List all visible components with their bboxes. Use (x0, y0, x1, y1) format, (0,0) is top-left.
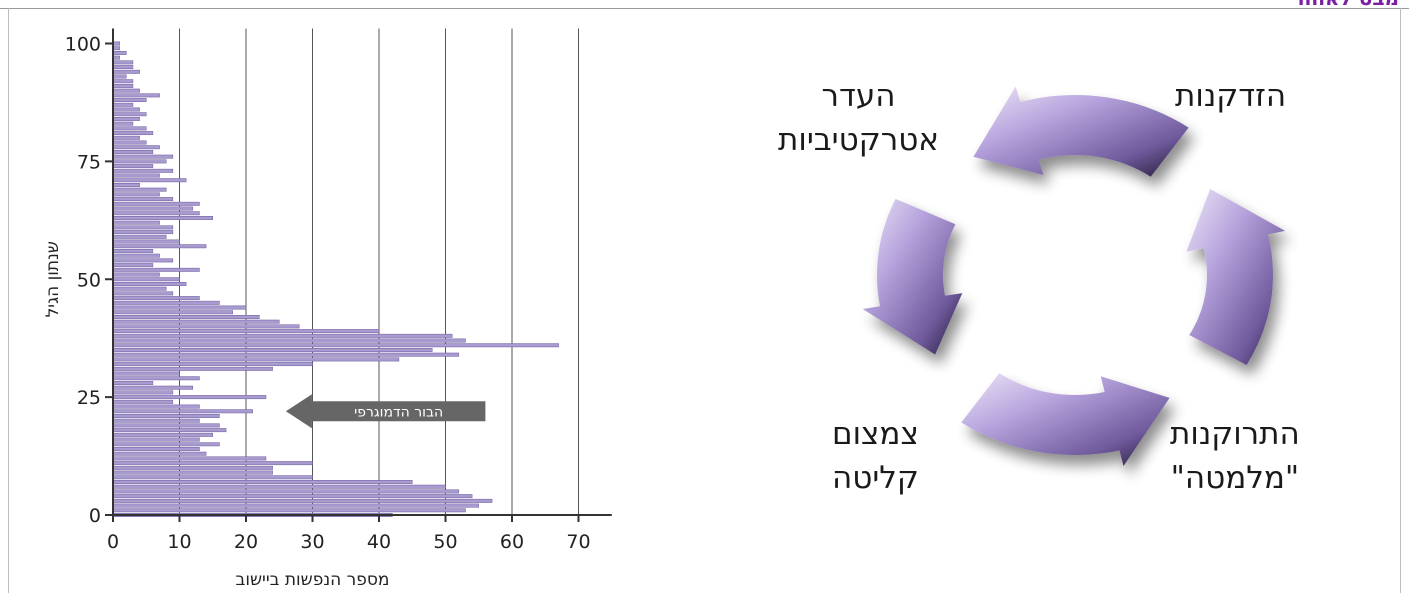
label-reduced-line-1: צמצום (832, 416, 919, 452)
left-border (8, 8, 9, 593)
x-tick-label-50: 50 (433, 531, 457, 553)
y-tick-label-100: 100 (65, 34, 101, 56)
annotation-arrow (285, 394, 486, 429)
top-border (0, 8, 1409, 9)
y-tick-label-25: 25 (77, 387, 101, 409)
age-distribution-chart: 0 25 50 75 100 0 10 20 30 40 50 60 70 מספר הנפשות ביי… (43, 28, 612, 590)
y-axis-title: שנתון הגיל (43, 241, 63, 317)
x-axis-title: מספר הנפשות ביישוב (236, 570, 390, 590)
annotation-layer: הבור הדמוגרפי (285, 394, 486, 429)
label-reduced-absorption: צמצום קליטה (832, 412, 919, 500)
corner-title: מבט לאחור (1292, 0, 1399, 10)
y-tick-label-50: 50 (77, 269, 101, 291)
y-tick-label-0: 0 (89, 505, 101, 527)
arrow-reduced-absorption-to-emptying (961, 373, 1170, 466)
annotation-label: הבור הדמוגרפי (354, 404, 443, 420)
label-lack-line-1: העדר (821, 78, 896, 114)
x-tick-label-0: 0 (107, 531, 119, 553)
label-lack-line-2: אטרקטיביות (778, 122, 940, 158)
cycle-arrows (862, 86, 1286, 466)
label-aging-line-1: הזדקנות (1175, 78, 1287, 114)
label-emptying-from-below: התרוקנות "מלמטה" (1170, 412, 1300, 500)
x-tick-label-60: 60 (500, 531, 524, 553)
x-tick-label-40: 40 (367, 531, 391, 553)
axes-layer: 0 25 50 75 100 0 10 20 30 40 50 60 70 מספר הנפשות ביי… (43, 28, 612, 590)
label-aging: הזדקנות (1175, 74, 1286, 118)
label-emptying-line-2: "מלמטה" (1170, 460, 1300, 496)
arrow-unattractiveness-to-reduced-absorption (862, 198, 963, 355)
arrow-aging-to-unattractiveness (973, 86, 1189, 177)
right-border (1400, 8, 1401, 593)
x-tick-label-20: 20 (234, 531, 258, 553)
x-tick-label-30: 30 (300, 531, 324, 553)
y-tick-label-75: 75 (77, 151, 101, 173)
label-emptying-line-1: התרוקנות (1170, 416, 1300, 452)
arrow-emptying-to-aging (1186, 189, 1286, 365)
x-tick-label-10: 10 (167, 531, 191, 553)
label-reduced-line-2: קליטה (832, 460, 919, 496)
label-lack-of-attractiveness: העדר אטרקטיביות (778, 74, 939, 162)
bars-layer (112, 41, 559, 517)
x-tick-label-70: 70 (566, 531, 590, 553)
